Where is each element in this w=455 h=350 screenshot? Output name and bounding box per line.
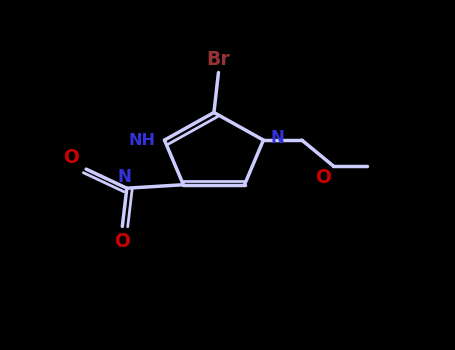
Text: Br: Br [207,50,230,69]
Text: O: O [315,168,331,187]
Text: N: N [118,168,131,187]
Text: O: O [64,148,79,167]
Text: O: O [114,232,130,251]
Text: N: N [270,130,284,147]
Text: NH: NH [128,133,156,148]
